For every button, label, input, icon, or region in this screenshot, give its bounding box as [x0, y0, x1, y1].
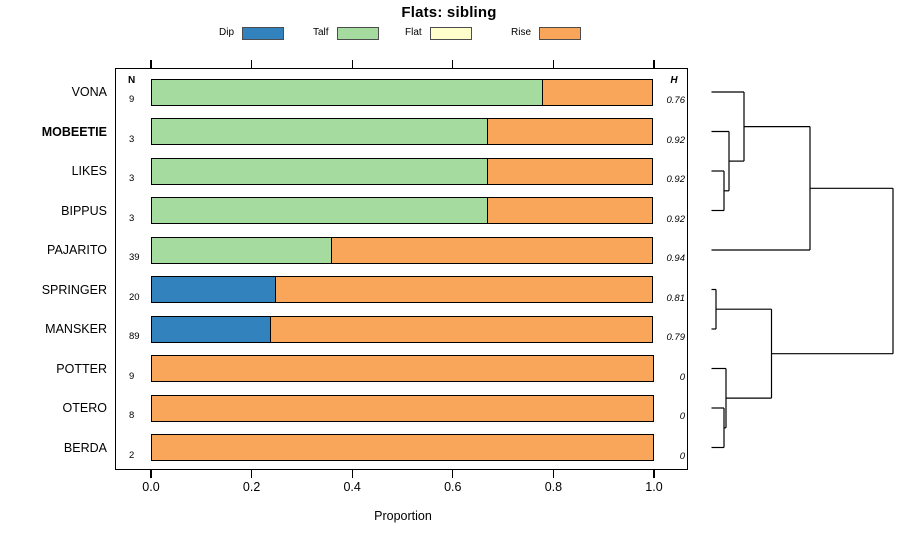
axis-tick-bottom — [653, 470, 655, 478]
bar-segment-rise — [270, 315, 653, 343]
n-value: 3 — [129, 212, 135, 224]
axis-tick-bottom — [552, 470, 555, 478]
axis-tick-bottom — [250, 470, 253, 478]
h-value: 0.81 — [666, 292, 686, 304]
x-axis-title: Proportion — [374, 509, 432, 523]
bar-segment-rise — [486, 157, 653, 185]
h-value: 0.76 — [666, 95, 686, 106]
chart-title: Flats: sibling — [401, 4, 497, 21]
bar-segment-rise — [151, 355, 654, 382]
category-label-vona: VONA — [71, 85, 107, 99]
legend-label-flat: Flat — [405, 27, 422, 38]
n-value: 20 — [129, 291, 140, 303]
bar-segment-rise — [486, 197, 653, 224]
legend-swatch-rise — [539, 26, 582, 40]
bar-row-vona — [151, 78, 654, 106]
plot-box — [115, 68, 688, 470]
axis-tick-label: 0.0 — [142, 480, 160, 494]
bar-row-pajarito — [151, 236, 654, 264]
category-label-berda: BERDA — [63, 440, 107, 455]
category-label-likes: LIKES — [71, 164, 107, 178]
h-column-header: H — [670, 75, 678, 86]
h-value: 0 — [679, 450, 685, 462]
axis-tick-bottom — [150, 470, 152, 478]
bar-segment-talf — [151, 118, 488, 145]
category-label-bippus: BIPPUS — [61, 203, 107, 218]
bar-row-otero — [151, 394, 654, 422]
bar-segment-rise — [151, 394, 654, 422]
n-value: 8 — [129, 410, 135, 421]
legend-entry-talf: Talf — [313, 26, 379, 40]
n-column-header: N — [128, 75, 136, 86]
h-value: 0.92 — [666, 174, 686, 185]
axis-tick-label: 1.0 — [645, 480, 663, 494]
axis-tick-top — [150, 60, 152, 68]
legend-swatch-talf — [336, 26, 379, 40]
bar-segment-talf — [151, 236, 333, 264]
axis-tick-label: 0.6 — [444, 480, 462, 494]
n-value: 2 — [129, 449, 135, 461]
category-label-mobeetie: MOBEETIE — [41, 124, 107, 139]
axis-tick-label: 0.8 — [544, 480, 563, 494]
n-value: 39 — [129, 252, 140, 263]
h-value: 0.94 — [666, 253, 686, 264]
h-value: 0 — [679, 371, 685, 383]
bar-segment-talf — [151, 157, 488, 185]
axis-tick-top — [351, 60, 353, 68]
legend-swatch-dip — [242, 26, 285, 40]
legend-entry-rise: Rise — [511, 26, 582, 40]
bar-segment-rise — [275, 276, 653, 303]
bar-segment-dip — [151, 276, 277, 303]
n-value: 3 — [129, 173, 135, 184]
bar-segment-dip — [151, 315, 272, 343]
legend-swatch-flat — [429, 26, 472, 40]
category-label-pajarito: PAJARITO — [47, 243, 107, 257]
bar-row-mansker — [151, 315, 654, 343]
category-label-otero: OTERO — [62, 401, 107, 415]
axis-tick-label: 0.2 — [242, 480, 261, 494]
category-label-potter: POTTER — [56, 361, 107, 376]
n-value: 89 — [129, 331, 140, 342]
n-value: 9 — [129, 370, 135, 382]
axis-tick-top — [250, 60, 253, 68]
axis-tick-top — [452, 60, 454, 68]
bar-segment-rise — [151, 434, 654, 461]
bar-row-springer — [151, 276, 654, 303]
bar-row-bippus — [151, 197, 654, 224]
h-value: 0.79 — [666, 332, 686, 343]
legend-label-talf: Talf — [313, 27, 329, 38]
bar-segment-rise — [486, 118, 653, 145]
axis-tick-label: 0.4 — [343, 480, 361, 494]
legend-label-rise: Rise — [511, 27, 532, 38]
axis-tick-bottom — [452, 470, 454, 478]
n-value: 9 — [129, 94, 135, 105]
bar-segment-rise — [542, 78, 653, 106]
h-value: 0.92 — [666, 134, 686, 146]
legend-entry-flat: Flat — [405, 26, 472, 40]
bar-segment-rise — [330, 236, 653, 264]
h-value: 0 — [679, 411, 685, 422]
bar-row-mobeetie — [151, 118, 654, 145]
axis-tick-top — [552, 60, 555, 68]
h-value: 0.92 — [666, 213, 686, 225]
bar-segment-talf — [151, 78, 544, 106]
category-label-springer: SPRINGER — [41, 282, 107, 297]
legend-label-dip: Dip — [219, 27, 235, 38]
bar-row-potter — [151, 355, 654, 382]
bar-row-likes — [151, 157, 654, 185]
category-label-mansker: MANSKER — [45, 322, 107, 336]
legend-entry-dip: Dip — [219, 26, 285, 40]
n-value: 3 — [129, 133, 135, 145]
axis-tick-top — [653, 60, 655, 68]
bar-segment-talf — [151, 197, 488, 224]
axis-tick-bottom — [351, 470, 353, 478]
bar-row-berda — [151, 434, 654, 461]
